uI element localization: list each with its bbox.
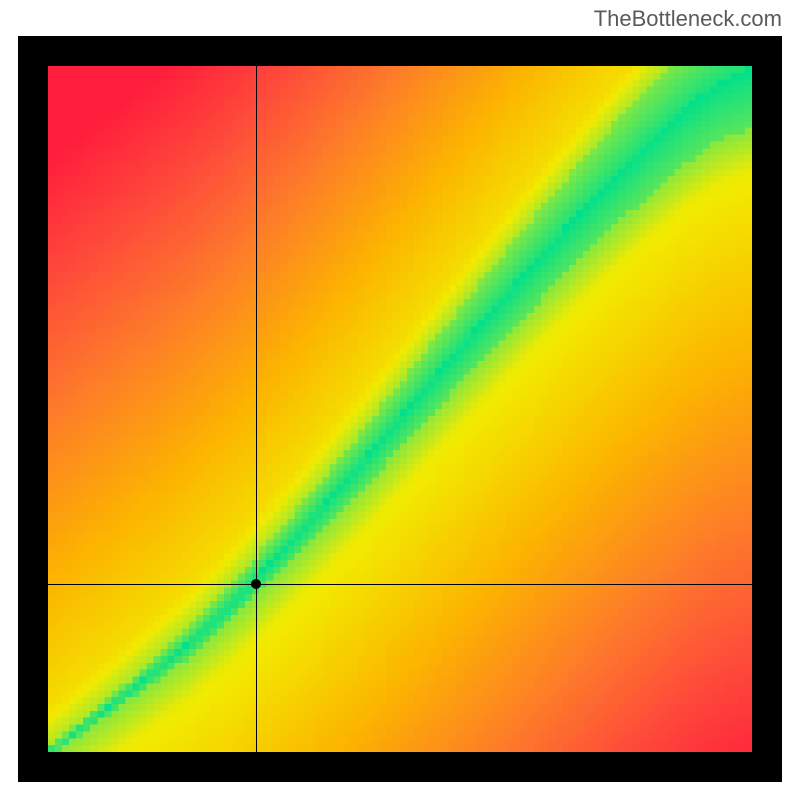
plot-border	[18, 36, 782, 782]
crosshair-marker	[251, 579, 261, 589]
heatmap-canvas	[48, 66, 752, 752]
crosshair-vertical	[256, 66, 257, 752]
watermark-text: TheBottleneck.com	[594, 6, 782, 32]
crosshair-horizontal	[48, 584, 752, 585]
plot-area	[48, 66, 752, 752]
